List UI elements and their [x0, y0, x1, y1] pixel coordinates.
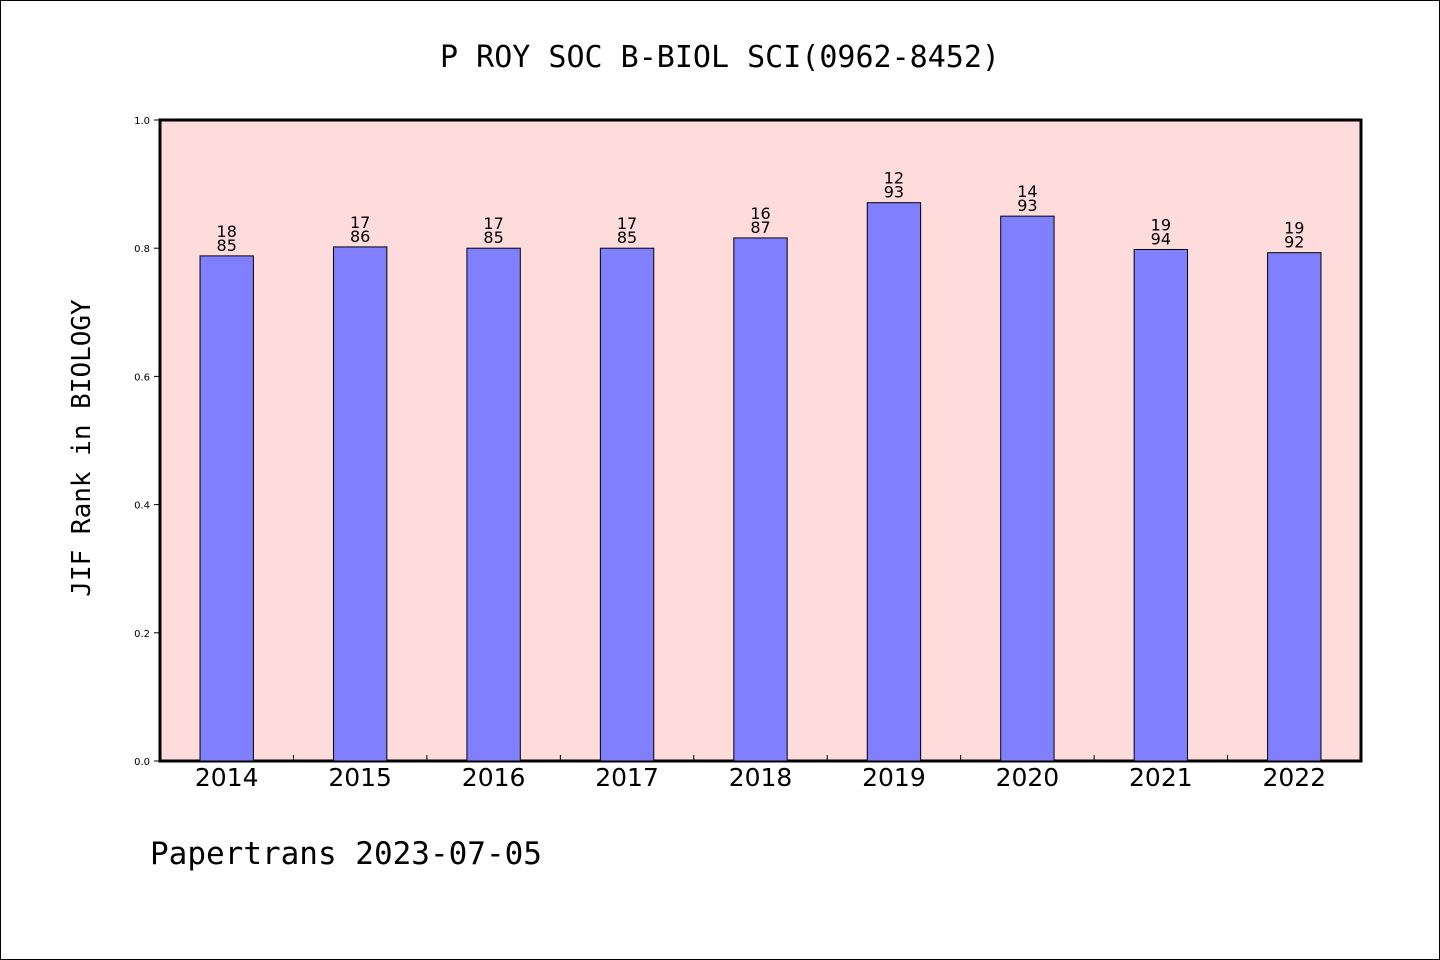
bar-2018 [733, 237, 788, 762]
x-tick-label-2016: 2016 [462, 763, 526, 792]
total-label-2018: 87 [750, 218, 770, 237]
total-label-2015: 86 [350, 227, 370, 246]
x-tick-label-2020: 2020 [996, 763, 1060, 792]
bar-2022 [1267, 252, 1322, 762]
rank-label-2017: 17 [617, 214, 637, 233]
bars-group [199, 202, 1322, 762]
x-tick-label-2014: 2014 [195, 763, 259, 792]
rank-label-2014: 18 [217, 222, 237, 241]
bar-2020 [1000, 215, 1055, 762]
y-tick-label: 0.8 [134, 244, 150, 255]
total-label-2021: 94 [1151, 229, 1171, 248]
rank-label-2021: 19 [1151, 215, 1171, 234]
x-tick-label-2015: 2015 [328, 763, 392, 792]
bar-2021 [1133, 248, 1189, 762]
rank-label-2016: 17 [483, 214, 503, 233]
y-axis-ticks: 0.0 0.2 0.4 0.6 0.8 1.0 [134, 116, 160, 768]
footer-watermark: Papertrans 2023-07-05 [150, 836, 542, 872]
rank-label-2015: 17 [350, 213, 370, 232]
rank-label-2018: 16 [750, 204, 770, 223]
total-label-2019: 93 [884, 183, 904, 202]
bar-2014 [199, 255, 254, 762]
rank-label-2019: 12 [884, 169, 904, 188]
y-tick-label: 0.4 [134, 501, 150, 512]
total-label-2017: 85 [617, 228, 637, 247]
x-axis-ticks: 2014 2015 2016 2017 2018 2019 2020 2021 2022 [195, 755, 1326, 792]
total-label-2016: 85 [483, 228, 503, 247]
y-tick-label: 0.2 [134, 629, 150, 640]
bar-2017 [599, 247, 655, 762]
x-tick-label-2019: 2019 [862, 763, 926, 792]
x-tick-label-2018: 2018 [729, 763, 793, 792]
chart-title: P ROY SOC B-BIOL SCI(0962-8452) [440, 40, 1000, 75]
y-tick-label: 0.0 [134, 757, 150, 768]
total-label-2014: 85 [217, 236, 237, 255]
rank-label-2022: 19 [1284, 219, 1304, 238]
bar-2016 [466, 247, 521, 762]
x-tick-label-2017: 2017 [595, 763, 659, 792]
bar-2015 [332, 246, 388, 762]
y-axis-label: JIF Rank in BIOLOGY [67, 299, 97, 597]
y-tick-label: 0.6 [134, 372, 150, 383]
bar-2019 [866, 202, 922, 762]
y-tick-label: 1.0 [134, 116, 150, 127]
rank-label-2020: 14 [1017, 182, 1037, 201]
x-tick-label-2021: 2021 [1129, 763, 1193, 792]
x-tick-label-2022: 2022 [1262, 763, 1326, 792]
total-label-2022: 92 [1284, 233, 1304, 252]
total-label-2020: 93 [1017, 196, 1037, 215]
